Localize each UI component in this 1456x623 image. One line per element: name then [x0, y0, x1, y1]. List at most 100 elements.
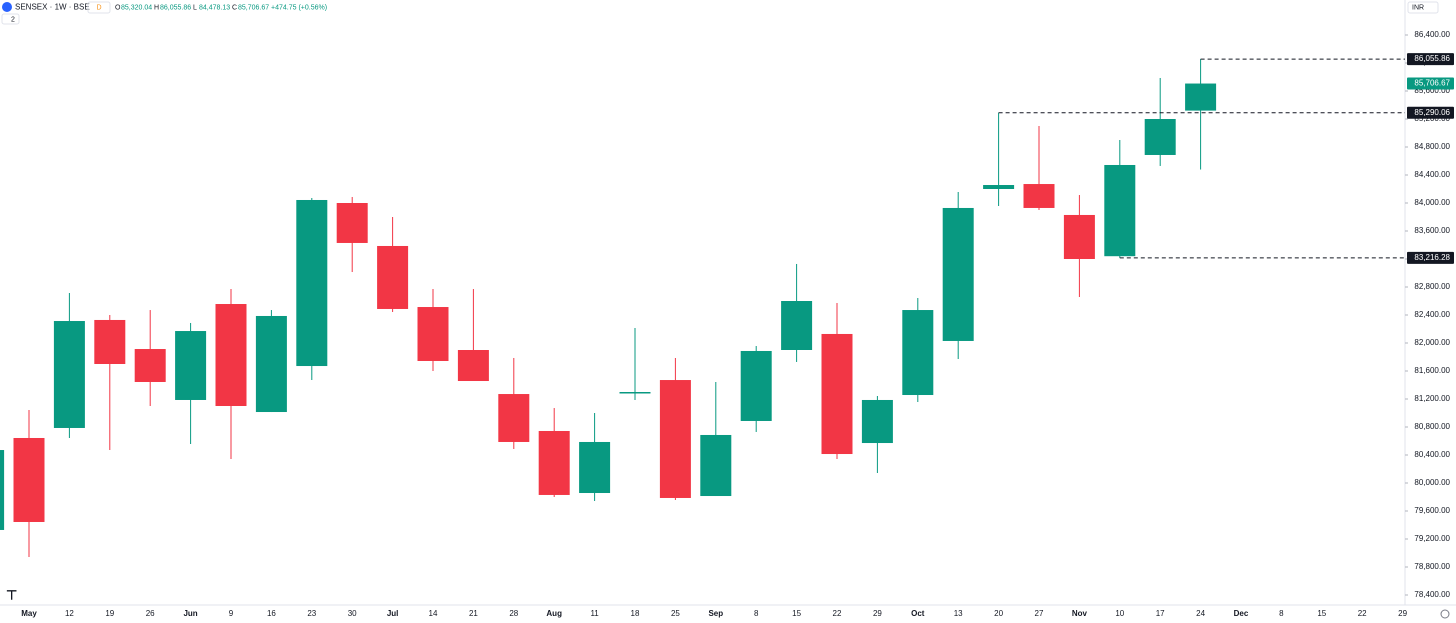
x-tick-label: 21 [469, 609, 478, 618]
legend-value: 86,055.86 [160, 4, 191, 11]
price-label-bg [1407, 53, 1454, 66]
last-price-label: 85,706.67 [1414, 79, 1450, 88]
candle-body [1063, 214, 1095, 259]
y-tick-label: 78,800.00 [1414, 562, 1450, 571]
x-tick-label: 14 [429, 609, 438, 618]
x-tick-label: 22 [833, 609, 842, 618]
chart-title[interactable]: SENSEX · 1W · BSE [15, 3, 90, 12]
x-tick-label: Oct [911, 609, 925, 618]
x-tick-label: 11 [590, 609, 599, 618]
y-tick-label: 84,400.00 [1414, 170, 1450, 179]
candle-body [781, 301, 813, 350]
symbol-icon [2, 2, 12, 12]
y-tick-label: 82,000.00 [1414, 338, 1450, 347]
x-tick-label: 15 [1317, 609, 1326, 618]
y-tick-label: 79,200.00 [1414, 534, 1450, 543]
x-tick-label: 18 [631, 609, 640, 618]
x-tick-label: Nov [1072, 609, 1088, 618]
x-tick-label: 23 [307, 609, 316, 618]
currency: INR [1412, 4, 1424, 11]
candle-body [53, 321, 85, 428]
x-tick-label: 24 [1196, 609, 1205, 618]
indicator-box[interactable] [1, 13, 20, 25]
candle-body [377, 245, 409, 309]
x-tick-label: 12 [65, 609, 74, 618]
candle-body [700, 434, 732, 497]
x-tick-label: May [21, 609, 37, 618]
y-tick-label: 80,400.00 [1414, 450, 1450, 459]
logo: ⊤ [6, 587, 17, 602]
y-tick-label: 81,200.00 [1414, 394, 1450, 403]
x-tick-label: 25 [671, 609, 680, 618]
x-tick-label: 13 [954, 609, 963, 618]
candle-body [983, 185, 1015, 189]
x-tick-label: 8 [754, 609, 759, 618]
y-tick-label: 81,600.00 [1414, 366, 1450, 375]
candle-body [619, 392, 651, 394]
candle-body [1185, 83, 1217, 111]
x-tick-label: 27 [1035, 609, 1044, 618]
legend-key: O [115, 4, 121, 11]
x-tick-label: Sep [708, 609, 723, 618]
y-tick-label: 86,400.00 [1414, 30, 1450, 39]
x-tick-label: 30 [348, 609, 357, 618]
ohlc-legend: O 85,320.04 H 86,055.86 L 84,478.13 C 85,706.67… [115, 4, 327, 11]
y-tick-label: 83,600.00 [1414, 226, 1450, 235]
candle-body [1023, 184, 1055, 208]
last-price-bg [1407, 77, 1454, 90]
candle-body [175, 331, 207, 400]
candle-body [215, 304, 247, 406]
legend-value: 85,320.04 [121, 4, 152, 11]
candle-body [902, 310, 934, 396]
x-tick-label: 17 [1156, 609, 1165, 618]
candle-body [417, 307, 449, 361]
legend-key: L [193, 4, 197, 11]
x-tick-label: 9 [229, 609, 234, 618]
y-tick-label: 80,800.00 [1414, 422, 1450, 431]
candle-body [1104, 164, 1136, 257]
legend-value: 85,706.67 [238, 4, 269, 11]
candle-body [296, 199, 328, 367]
badge[interactable]: D [96, 4, 101, 11]
legend-key: H [154, 4, 159, 11]
y-tick-label: 78,400.00 [1414, 590, 1450, 599]
price-label-bg [1407, 251, 1454, 264]
candle-body [457, 350, 489, 382]
candle-body [579, 441, 611, 494]
y-tick-label: 84,000.00 [1414, 198, 1450, 207]
candle-body [821, 333, 853, 455]
y-tick-label: 84,800.00 [1414, 142, 1450, 151]
x-tick-label: 26 [146, 609, 155, 618]
price-label: 83,216.28 [1414, 253, 1450, 262]
legend-change: +474.75 (+0.56%) [271, 4, 327, 11]
x-tick-label: 19 [105, 609, 114, 618]
price-label: 85,290.06 [1414, 108, 1450, 117]
y-tick-label: 82,400.00 [1414, 310, 1450, 319]
x-tick-label: Dec [1234, 609, 1249, 618]
x-tick-label: Jun [183, 609, 197, 618]
candle-body [1144, 119, 1176, 155]
legend-key: C [232, 4, 237, 11]
candle-body [134, 349, 166, 382]
x-tick-label: 8 [1279, 609, 1284, 618]
currency-box[interactable] [1407, 1, 1439, 14]
x-tick-label: 28 [509, 609, 518, 618]
candle-body [498, 394, 530, 442]
candle-body [740, 350, 772, 421]
legend-value: 84,478.13 [199, 4, 230, 11]
x-tick-label: 10 [1115, 609, 1124, 618]
y-tick-label: 85,600.00 [1414, 86, 1450, 95]
x-tick-label: 29 [873, 609, 882, 618]
candle-body [0, 450, 5, 530]
y-tick-label: 80,000.00 [1414, 478, 1450, 487]
x-tick-label: 15 [792, 609, 801, 618]
indicator-count: 2 [11, 16, 15, 23]
candle-body [538, 430, 570, 495]
candle-body [94, 319, 126, 364]
x-tick-label: Jul [387, 609, 399, 618]
badge-box [87, 1, 111, 14]
x-tick-label: 29 [1398, 609, 1407, 618]
price-label-bg [1407, 106, 1454, 119]
settings-icon[interactable] [1440, 609, 1450, 619]
